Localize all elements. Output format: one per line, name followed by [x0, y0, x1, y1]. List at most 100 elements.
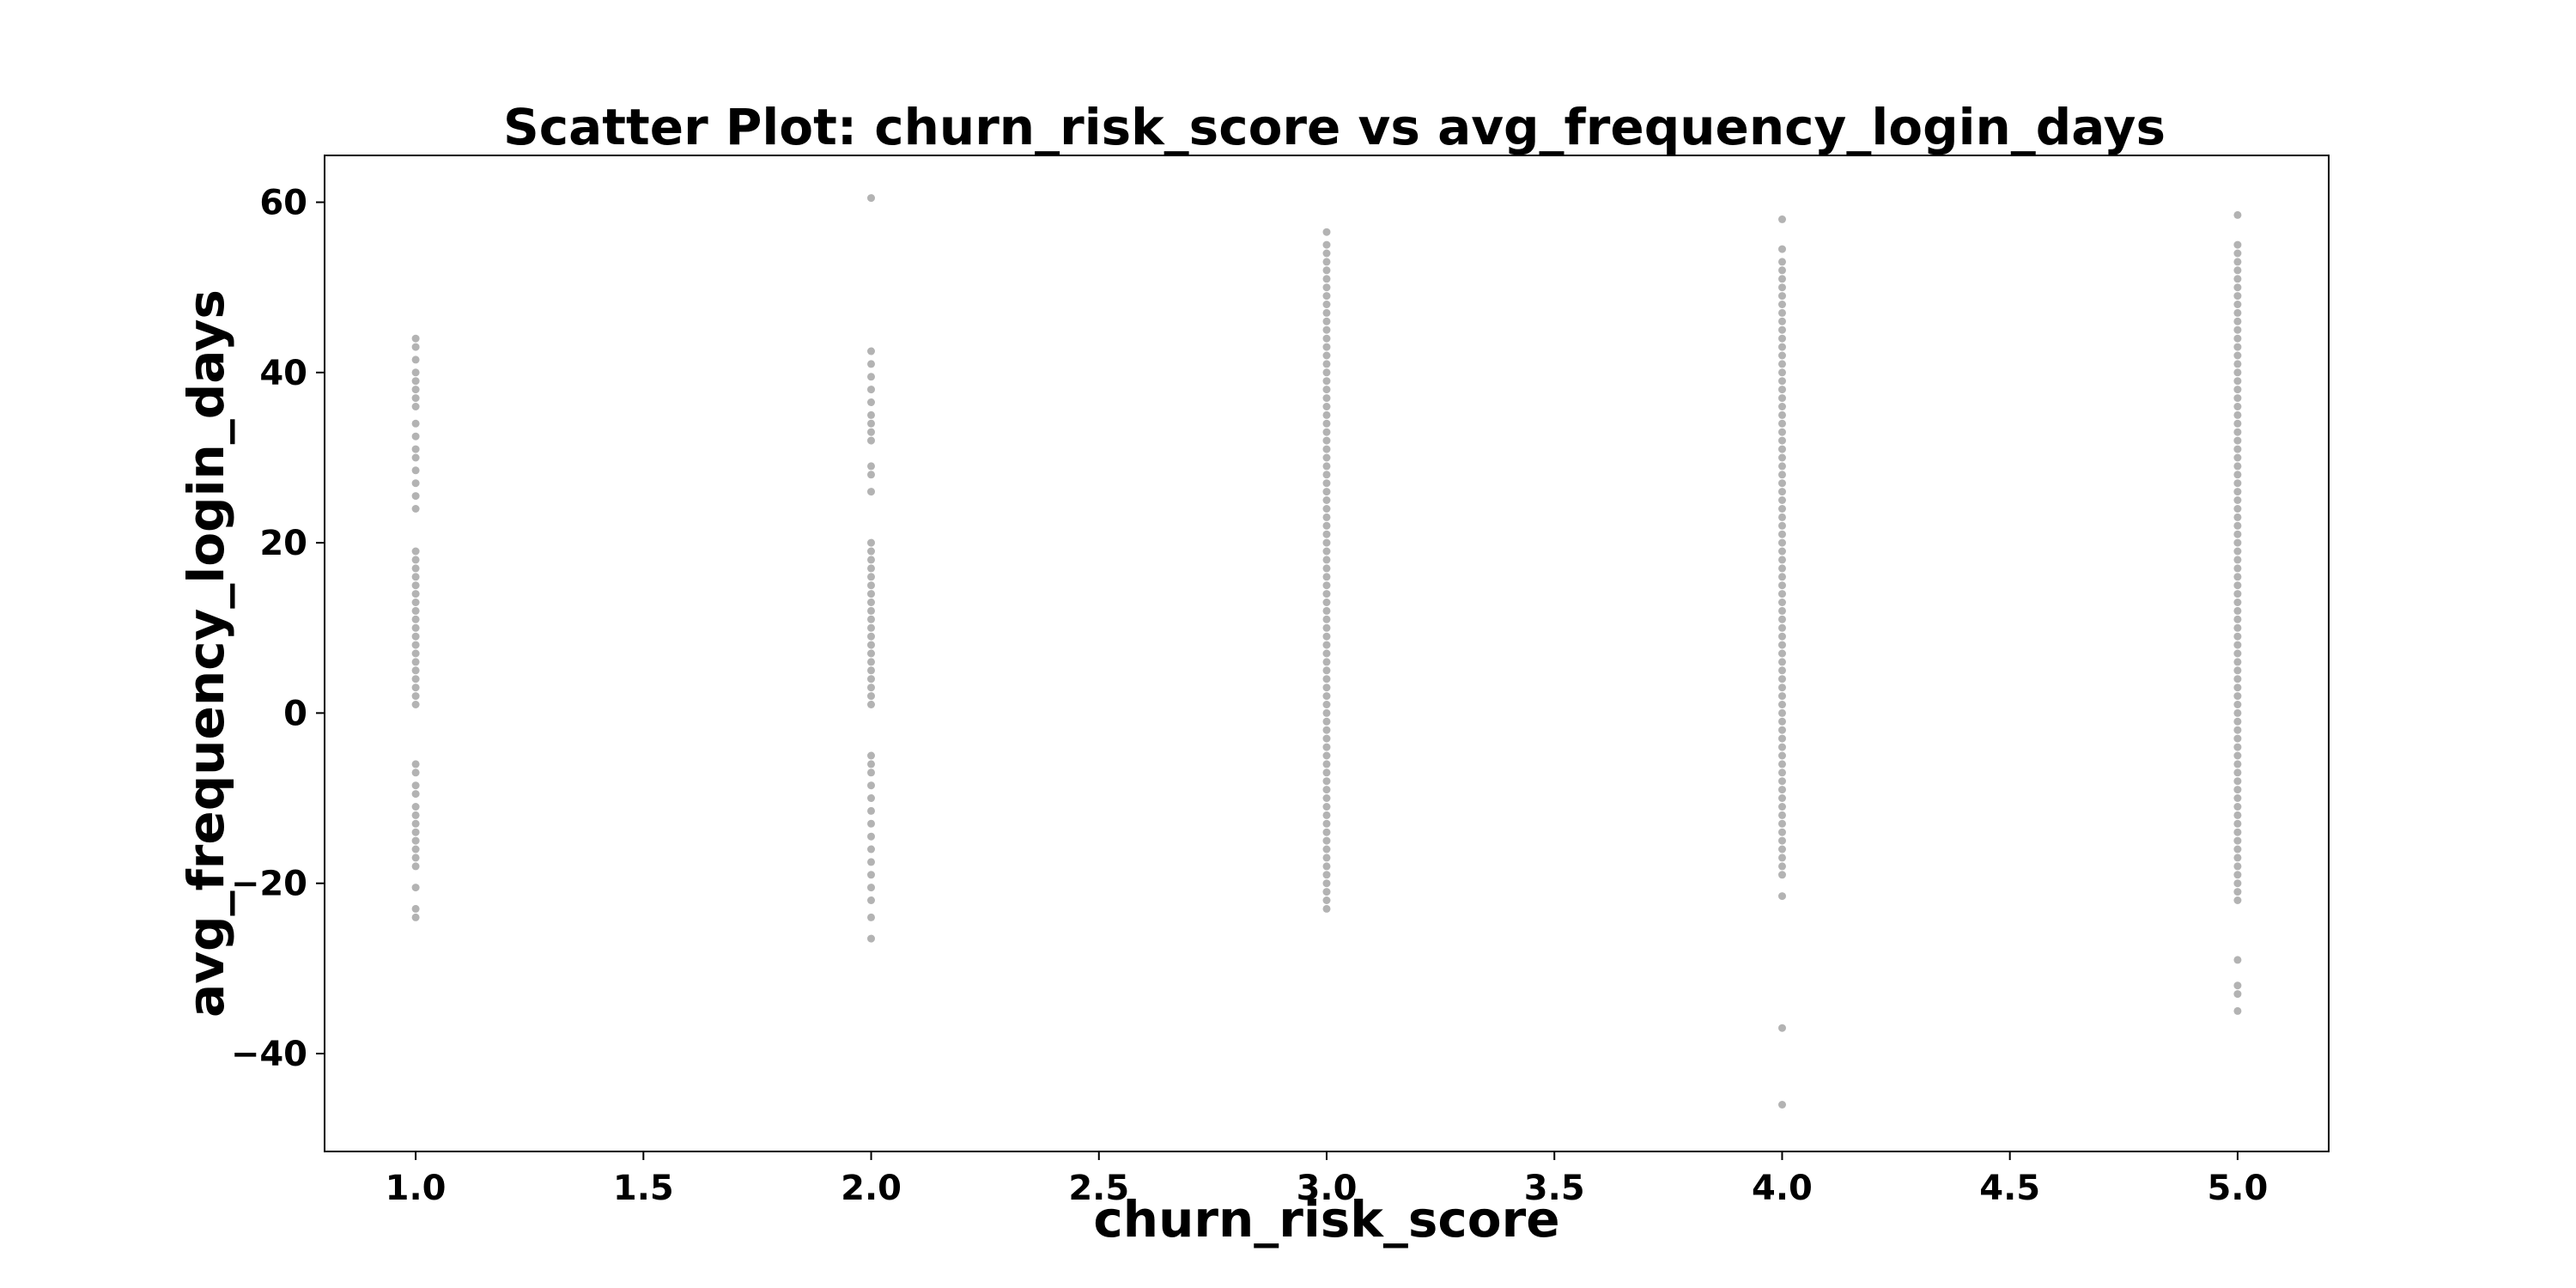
scatter-point	[2233, 649, 2242, 658]
scatter-point	[1778, 564, 1786, 573]
scatter-point	[411, 683, 420, 692]
scatter-point	[2233, 836, 2242, 845]
scatter-point	[411, 649, 420, 658]
scatter-point	[867, 692, 875, 701]
scatter-point	[867, 649, 875, 658]
scatter-point	[1778, 701, 1786, 708]
scatter-point	[1322, 683, 1331, 692]
scatter-point	[2233, 513, 2242, 521]
scatter-point	[411, 394, 420, 403]
scatter-point	[2233, 581, 2242, 590]
scatter-point	[2233, 760, 2242, 769]
scatter-point	[2233, 403, 2242, 410]
scatter-point	[1778, 658, 1786, 666]
scatter-point	[411, 781, 420, 790]
scatter-point	[1322, 692, 1331, 701]
scatter-point	[2233, 862, 2242, 871]
x-axis-label: churn_risk_score	[1093, 1190, 1559, 1249]
scatter-point	[1322, 377, 1331, 386]
scatter-point	[1778, 410, 1786, 419]
scatter-point	[1322, 649, 1331, 658]
y-axis-label: avg_frequency_login_days	[177, 289, 235, 1018]
scatter-point	[1322, 666, 1331, 675]
scatter-point	[867, 675, 875, 683]
scatter-point	[1778, 428, 1786, 436]
scatter-point	[2233, 471, 2242, 479]
scatter-point	[1322, 888, 1331, 896]
scatter-point	[867, 373, 875, 381]
scatter-point	[867, 347, 875, 355]
scatter-point	[1778, 615, 1786, 623]
scatter-point	[1322, 266, 1331, 275]
scatter-point	[411, 862, 420, 871]
scatter-point	[1778, 606, 1786, 615]
scatter-point	[411, 547, 420, 556]
scatter-point	[411, 377, 420, 386]
scatter-point	[1322, 521, 1331, 530]
scatter-point	[2233, 521, 2242, 530]
scatter-point	[867, 360, 875, 368]
scatter-point	[867, 573, 875, 581]
scatter-point	[411, 811, 420, 819]
scatter-point	[411, 615, 420, 623]
scatter-point	[2233, 573, 2242, 581]
scatter-point	[411, 658, 420, 666]
scatter-point	[1778, 360, 1786, 368]
scatter-point	[2233, 708, 2242, 717]
scatter-point	[1322, 606, 1331, 615]
scatter-point	[1778, 343, 1786, 351]
scatter-point	[1322, 811, 1331, 819]
scatter-point	[1778, 521, 1786, 530]
scatter-point	[2233, 325, 2242, 334]
scatter-point	[1778, 683, 1786, 692]
scatter-point	[1322, 708, 1331, 717]
scatter-point	[411, 590, 420, 598]
scatter-point	[2233, 990, 2242, 999]
scatter-point	[867, 564, 875, 573]
scatter-point	[411, 453, 420, 462]
scatter-point	[867, 913, 875, 921]
scatter-point	[2233, 751, 2242, 760]
scatter-point	[411, 632, 420, 641]
scatter-point	[1322, 479, 1331, 488]
scatter-point	[1322, 573, 1331, 581]
scatter-point	[1322, 854, 1331, 862]
scatter-point	[2233, 606, 2242, 615]
scatter-point	[411, 368, 420, 377]
scatter-point	[2233, 598, 2242, 606]
scatter-point	[1322, 283, 1331, 292]
scatter-point	[867, 598, 875, 606]
scatter-point	[1322, 258, 1331, 266]
scatter-point	[1322, 658, 1331, 666]
scatter-point	[1778, 386, 1786, 394]
scatter-point	[411, 828, 420, 836]
scatter-point	[1778, 471, 1786, 479]
scatter-point	[2233, 530, 2242, 538]
scatter-point	[2233, 479, 2242, 488]
scatter-point	[1778, 777, 1786, 786]
scatter-point	[1778, 308, 1786, 317]
scatter-point	[2233, 334, 2242, 343]
scatter-point	[1778, 892, 1786, 901]
scatter-point	[1778, 811, 1786, 819]
scatter-point	[1778, 334, 1786, 343]
x-tick-label: 2.5	[1068, 1169, 1129, 1208]
scatter-point	[2233, 488, 2242, 496]
scatter-point	[2233, 564, 2242, 573]
scatter-point	[1322, 760, 1331, 769]
x-tick-label: 3.0	[1297, 1169, 1358, 1208]
scatter-point	[1322, 275, 1331, 283]
scatter-point	[1322, 845, 1331, 854]
scatter-point	[1322, 462, 1331, 471]
scatter-point	[1322, 530, 1331, 538]
scatter-point	[2233, 769, 2242, 777]
scatter-point	[1322, 445, 1331, 453]
scatter-point	[2233, 258, 2242, 266]
scatter-point	[2233, 377, 2242, 386]
scatter-point	[2233, 828, 2242, 836]
scatter-point	[1778, 590, 1786, 598]
scatter-point	[1778, 513, 1786, 521]
scatter-point	[1778, 1101, 1786, 1109]
scatter-point	[1322, 351, 1331, 360]
